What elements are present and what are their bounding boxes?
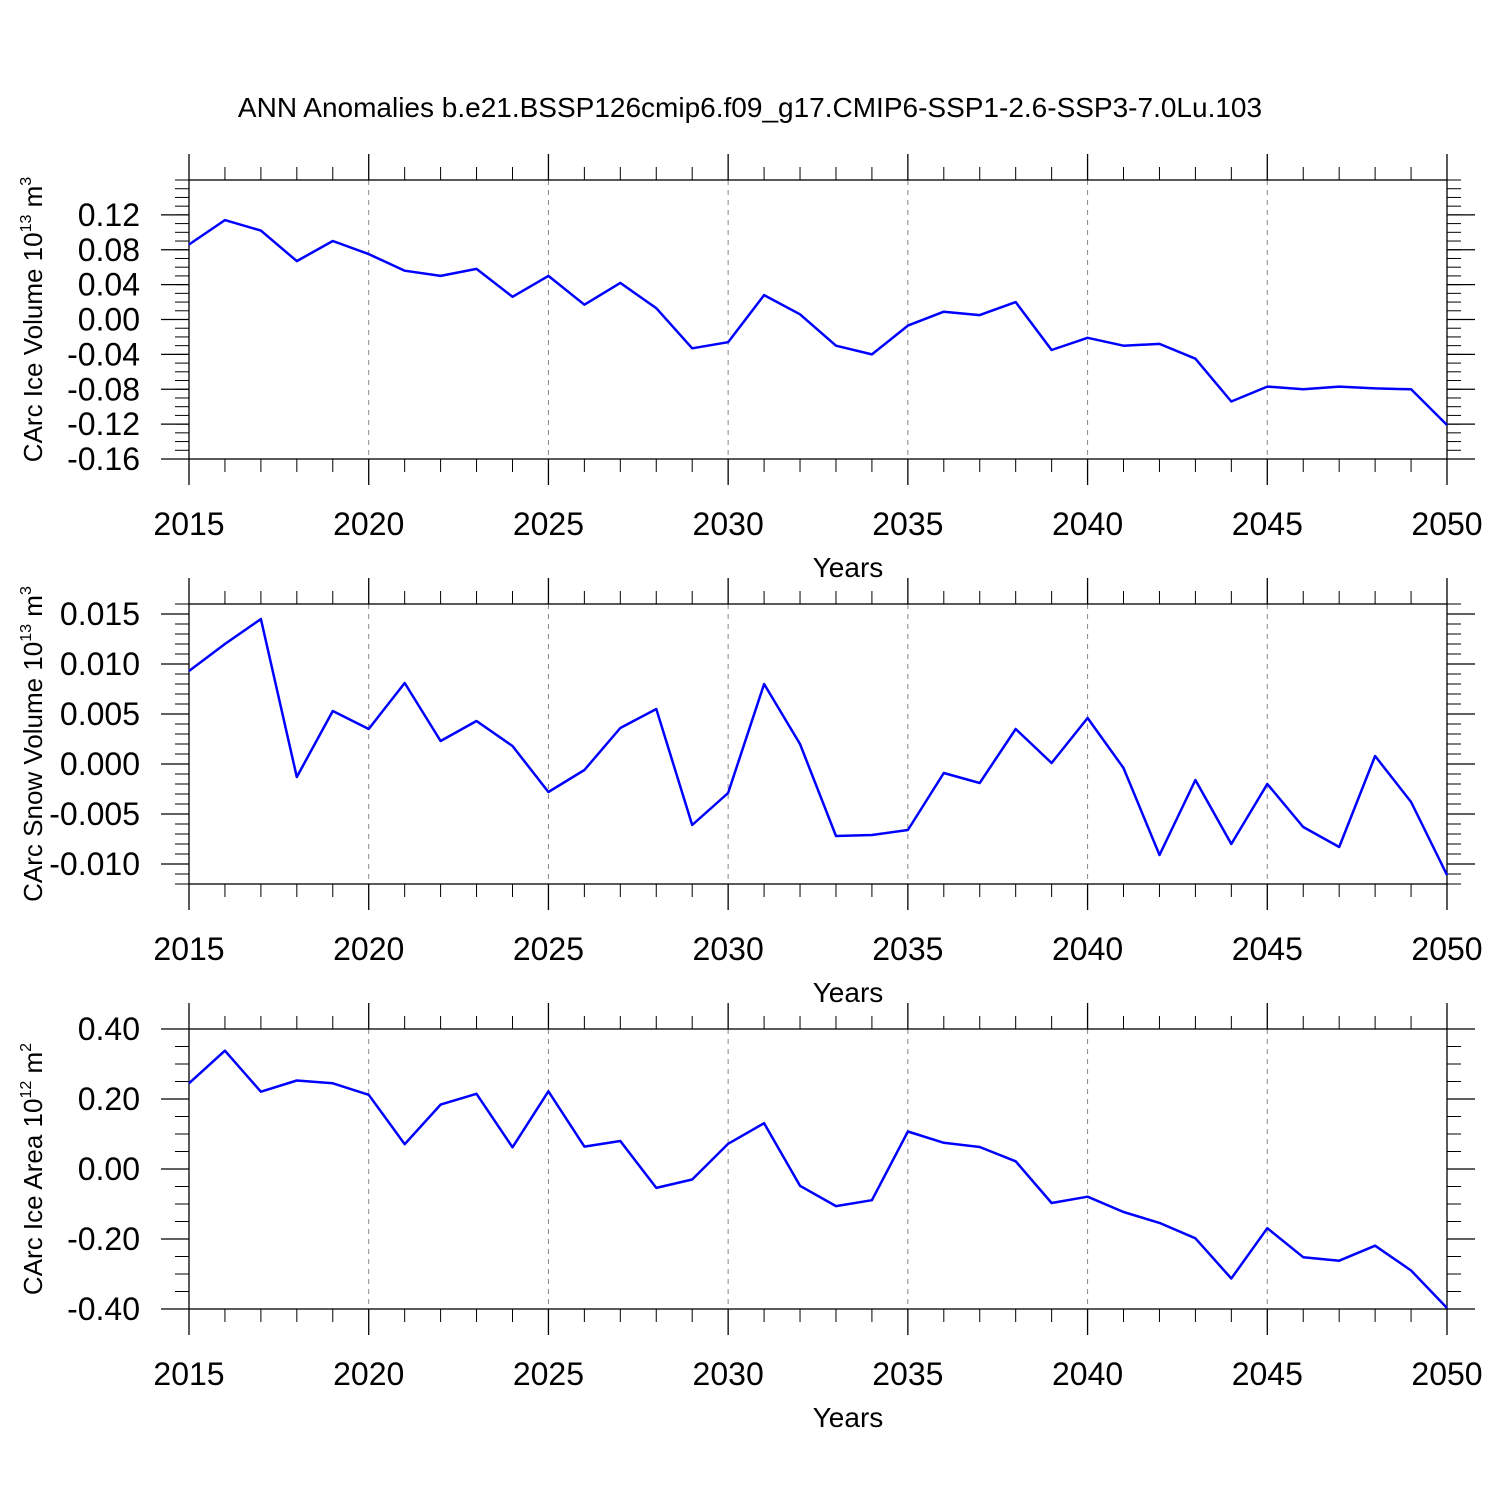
y-tick-label: -0.08	[67, 371, 140, 407]
y-tick-label: 0.40	[78, 1011, 140, 1047]
series-line-ice-area	[188, 1049, 1448, 1309]
x-tick-label: 2035	[872, 1356, 943, 1392]
y-tick-label: 0.20	[78, 1081, 140, 1117]
y-axis-label: CArc Snow Volume 1013 m3	[18, 586, 48, 902]
x-tick-label: 2050	[1411, 1356, 1482, 1392]
x-tick-label: 2025	[513, 1356, 584, 1392]
x-tick-label: 2015	[153, 931, 224, 967]
chart-title: ANN Anomalies b.e21.BSSP126cmip6.f09_g17…	[238, 92, 1262, 123]
y-axis-label: CArc Ice Volume 1013 m3	[18, 177, 48, 462]
x-tick-label: 2040	[1052, 1356, 1123, 1392]
plot-frame	[188, 1028, 1448, 1310]
y-tick-label: -0.04	[67, 336, 140, 372]
y-tick-label: 0.010	[60, 646, 140, 682]
x-tick-label: 2050	[1411, 931, 1482, 967]
plot-frame	[188, 603, 1448, 885]
x-tick-label: 2025	[513, 506, 584, 542]
x-tick-label: 2015	[153, 506, 224, 542]
x-tick-label: 2035	[872, 506, 943, 542]
series-line-ice-volume	[188, 218, 1448, 426]
plot-frame	[188, 179, 1448, 460]
x-tick-label: 2030	[693, 931, 764, 967]
x-tick-label: 2020	[333, 931, 404, 967]
series-line-snow-volume	[188, 617, 1449, 876]
x-tick-label: 2015	[153, 1356, 224, 1392]
y-tick-label: 0.000	[60, 746, 140, 782]
y-tick-label: -0.005	[49, 796, 140, 832]
panel-ice-volume: 2015 2020 2025 2030 2035 2040 2045 2050-0.16-0.…	[18, 154, 1483, 583]
x-tick-label: 2025	[513, 931, 584, 967]
y-tick-label: -0.40	[67, 1291, 140, 1327]
y-axis-label: CArc Ice Area 1012 m2	[18, 1043, 48, 1295]
x-axis-label: Years	[813, 977, 884, 1008]
x-tick-label: 2045	[1232, 506, 1303, 542]
x-tick-label: 2020	[333, 506, 404, 542]
x-tick-label: 2030	[693, 506, 764, 542]
y-tick-label: 0.04	[78, 267, 140, 303]
x-tick-label: 2045	[1232, 1356, 1303, 1392]
x-tick-label: 2040	[1052, 931, 1123, 967]
y-tick-label: 0.08	[78, 232, 140, 268]
y-tick-label: 0.005	[60, 696, 140, 732]
panel-ice-area: 2015 2020 2025 2030 2035 2040 2045 2050 -0.40 -0.…	[18, 1003, 1483, 1433]
y-tick-label: -0.16	[67, 441, 140, 477]
x-axis-label: Years	[813, 552, 884, 583]
y-tick-label: -0.20	[67, 1221, 140, 1257]
x-tick-label: 2050	[1411, 506, 1482, 542]
x-tick-label: 2030	[693, 1356, 764, 1392]
x-tick-label: 2020	[333, 1356, 404, 1392]
x-tick-label: 2035	[872, 931, 943, 967]
y-tick-label: 0.12	[78, 197, 140, 233]
y-tick-label: 0.00	[78, 1151, 140, 1187]
x-axis-label: Years	[813, 1402, 884, 1433]
y-tick-label: 0.015	[60, 596, 140, 632]
x-tick-label: 2045	[1232, 931, 1303, 967]
y-tick-label: -0.12	[67, 406, 140, 442]
y-tick-label: 0.00	[78, 302, 140, 338]
y-tick-label: -0.010	[49, 846, 140, 882]
panel-snow-volume: 2015 2020 2025 2030 2035 2040 2045 2050 -0.010 -0…	[18, 578, 1483, 1008]
x-tick-label: 2040	[1052, 506, 1123, 542]
